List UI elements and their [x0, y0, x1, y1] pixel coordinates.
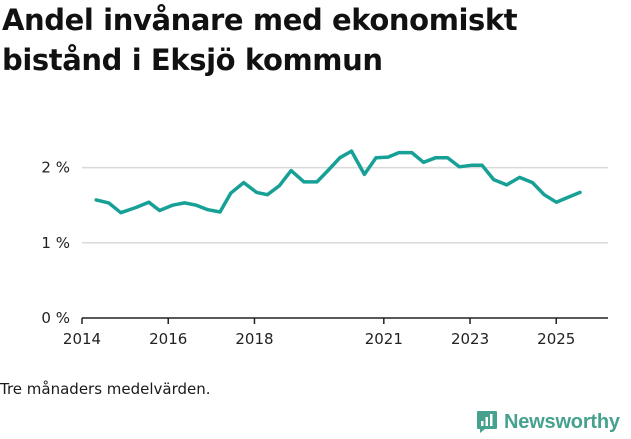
- data-point: [278, 184, 281, 188]
- gridlines: [82, 166, 608, 244]
- y-tick-label: 2 %: [41, 159, 70, 177]
- data-point: [338, 156, 342, 160]
- data-point: [374, 156, 378, 160]
- data-point: [386, 155, 390, 159]
- data-point: [362, 172, 366, 176]
- x-tick-label: 2014: [63, 330, 101, 348]
- data-point: [505, 183, 509, 187]
- data-point: [480, 163, 484, 167]
- x-tick-label: 2016: [149, 330, 187, 348]
- data-point: [194, 203, 198, 207]
- data-point: [315, 180, 319, 184]
- y-tick-label: 1 %: [41, 234, 70, 252]
- data-point: [469, 163, 473, 167]
- data-point: [397, 151, 401, 155]
- data-series-line: [94, 149, 582, 215]
- data-point: [94, 198, 98, 202]
- brand-name: Newsworthy: [504, 410, 620, 433]
- data-point: [255, 190, 259, 194]
- data-point: [229, 191, 233, 195]
- data-point: [531, 181, 534, 185]
- data-point: [147, 200, 151, 204]
- data-point: [265, 193, 269, 197]
- data-points: [94, 149, 582, 215]
- y-axis-tick-labels: 0 % 1 % 2 %: [41, 159, 70, 327]
- data-point: [410, 151, 414, 155]
- data-point: [158, 209, 162, 212]
- data-point: [434, 156, 437, 160]
- data-point: [446, 156, 450, 160]
- data-point: [350, 149, 353, 153]
- data-point: [206, 208, 210, 212]
- chart-title: Andel invånare med ekonomiskt bistånd i …: [2, 3, 518, 77]
- x-tick-label: 2023: [451, 330, 489, 348]
- data-point: [119, 211, 123, 215]
- data-point: [183, 201, 187, 205]
- bar-chart-speech-bubble-icon: [477, 411, 497, 433]
- x-tick-label: 2021: [365, 330, 403, 348]
- x-axis: 2014 2016 2018 2021 2023 2025: [63, 318, 575, 348]
- data-point: [578, 190, 582, 194]
- data-point: [289, 169, 293, 173]
- data-point: [492, 178, 496, 182]
- brand-logo: Newsworthy: [476, 410, 620, 434]
- data-point: [302, 180, 306, 184]
- data-point: [107, 201, 111, 205]
- data-point: [327, 168, 331, 172]
- x-tick-label: 2025: [537, 330, 575, 348]
- data-point: [218, 210, 222, 214]
- y-tick-label: 0 %: [41, 309, 70, 327]
- line-chart: 0 % 1 % 2 % 2014 2016 2018 2021 2023 2025: [41, 149, 608, 348]
- data-point: [457, 165, 461, 169]
- x-tick-label: 2018: [235, 330, 273, 348]
- data-point: [422, 160, 425, 164]
- footnote: Tre månaders medelvärden.: [0, 380, 211, 398]
- data-point: [134, 206, 138, 209]
- data-point: [554, 200, 558, 204]
- data-point: [242, 181, 246, 185]
- data-point: [565, 196, 569, 200]
- data-point: [542, 193, 546, 197]
- data-point: [518, 175, 522, 179]
- data-point: [171, 203, 174, 207]
